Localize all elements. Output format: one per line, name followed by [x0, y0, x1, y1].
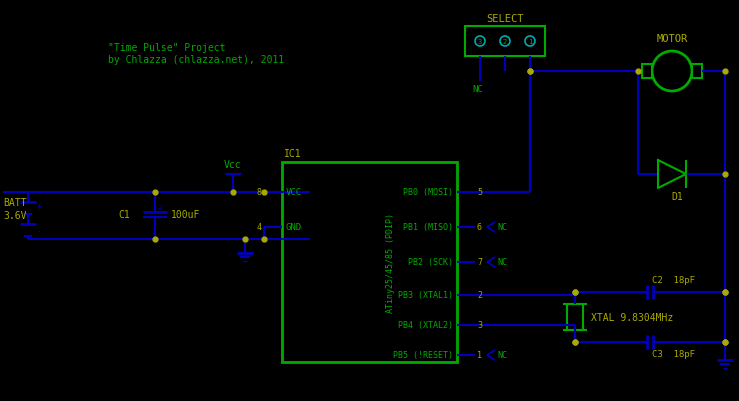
Text: 4: 4 [257, 223, 262, 232]
Text: IC1: IC1 [284, 149, 302, 159]
Bar [642, 65, 652, 79]
Text: 8: 8 [257, 188, 262, 197]
Text: by Chlazza (chlazza.net), 2011: by Chlazza (chlazza.net), 2011 [108, 55, 285, 65]
Text: PB4 (XTAL2): PB4 (XTAL2) [398, 321, 453, 330]
Text: PB0 (MOSI): PB0 (MOSI) [403, 188, 453, 197]
Bar [465, 27, 545, 57]
Circle shape [652, 52, 692, 92]
Text: D1: D1 [671, 192, 683, 201]
Circle shape [525, 37, 535, 47]
Text: 7: 7 [477, 258, 482, 267]
Text: NC: NC [497, 223, 507, 232]
Text: NC: NC [472, 85, 483, 94]
Text: XTAL 9.8304MHz: XTAL 9.8304MHz [591, 312, 673, 322]
Text: Vcc: Vcc [224, 160, 242, 170]
Bar [567, 304, 583, 330]
Text: NC: NC [497, 258, 507, 267]
Text: PB1 (MISO): PB1 (MISO) [403, 223, 453, 232]
Text: 2: 2 [503, 39, 507, 45]
Text: C2  18pF: C2 18pF [652, 276, 695, 285]
Polygon shape [658, 160, 686, 188]
Text: +: + [37, 202, 42, 211]
Text: 1: 1 [528, 39, 532, 45]
Text: NC: NC [497, 350, 507, 360]
Text: MOTOR: MOTOR [656, 34, 687, 44]
Text: C3  18pF: C3 18pF [652, 350, 695, 358]
Text: 5: 5 [477, 188, 482, 197]
Text: -: - [37, 227, 42, 236]
Text: VCC: VCC [286, 188, 302, 197]
Text: 1: 1 [477, 350, 482, 360]
Text: 6: 6 [477, 223, 482, 232]
Text: 3: 3 [478, 39, 482, 45]
Text: 3.6V: 3.6V [3, 211, 27, 221]
Text: ATiny25/45/85 (PDIP): ATiny25/45/85 (PDIP) [386, 213, 395, 312]
Text: PB3 (XTAL1): PB3 (XTAL1) [398, 291, 453, 300]
Text: "Time Pulse" Project: "Time Pulse" Project [108, 43, 225, 53]
Text: SELECT: SELECT [486, 14, 524, 24]
Circle shape [475, 37, 485, 47]
Text: GND: GND [286, 223, 302, 232]
Text: C1: C1 [118, 209, 130, 219]
Text: +: + [158, 205, 163, 211]
Text: BATT: BATT [3, 198, 27, 207]
Text: 100uF: 100uF [171, 209, 200, 219]
Text: PB2 (SCK): PB2 (SCK) [408, 258, 453, 267]
Circle shape [500, 37, 510, 47]
Bar [282, 162, 457, 362]
Text: 3: 3 [477, 321, 482, 330]
Bar [692, 65, 702, 79]
Text: 2: 2 [477, 291, 482, 300]
Text: PB5 (!RESET): PB5 (!RESET) [393, 350, 453, 360]
